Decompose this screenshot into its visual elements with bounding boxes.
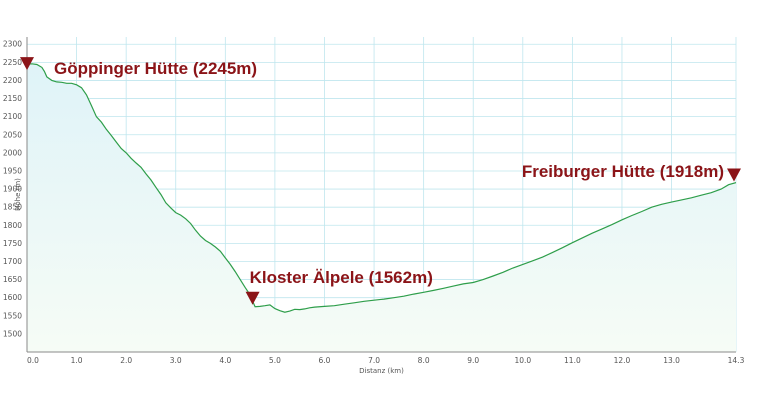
x-tick-label: 8.0 xyxy=(418,356,430,365)
y-tick-label: 1800 xyxy=(3,221,22,230)
y-tick-label: 2150 xyxy=(3,94,22,103)
y-tick-label: 1500 xyxy=(3,329,22,338)
y-tick-label: 2250 xyxy=(3,58,22,67)
x-tick-label: 9.0 xyxy=(467,356,479,365)
y-tick-label: 1950 xyxy=(3,166,22,175)
y-tick-label: 2050 xyxy=(3,130,22,139)
y-tick-label: 1650 xyxy=(3,275,22,284)
y-tick-label: 2200 xyxy=(3,76,22,85)
annotation-marker-icon xyxy=(245,291,260,305)
annotation-marker-icon xyxy=(727,168,741,182)
y-tick-label: 1850 xyxy=(3,203,22,212)
y-tick-label: 2300 xyxy=(3,40,22,49)
tick-labels: 1500 1550 1600 1650 1700 1750 1800 1850 1900 1950… xyxy=(3,40,745,365)
y-tick-label: 1700 xyxy=(3,257,22,266)
x-tick-label: 5.0 xyxy=(269,356,281,365)
y-tick-label: 1750 xyxy=(3,239,22,248)
elevation-line xyxy=(27,63,736,313)
x-tick-label: 7.0 xyxy=(368,356,380,365)
axes xyxy=(26,37,736,353)
x-tick-label: 4.0 xyxy=(219,356,231,365)
y-axis-title: Höhe (m) xyxy=(14,178,22,211)
annotation-label: Freiburger Hütte (1918m) xyxy=(522,162,724,181)
x-tick-label: 2.0 xyxy=(120,356,132,365)
x-tick-label: 0.0 xyxy=(27,356,39,365)
x-tick-label: 13.0 xyxy=(663,356,680,365)
x-tick-label: 10.0 xyxy=(514,356,531,365)
y-tick-label: 1900 xyxy=(3,185,22,194)
x-tick-label: 6.0 xyxy=(319,356,331,365)
y-tick-label: 2000 xyxy=(3,148,22,157)
x-tick-label: 1.0 xyxy=(71,356,83,365)
elevation-area xyxy=(27,63,736,352)
annotations: Göppinger Hütte (2245m) Kloster Älpele (1… xyxy=(20,57,741,305)
x-tick-label: 14.3 xyxy=(728,356,745,365)
annotation-marker-icon xyxy=(20,57,34,71)
x-tick-label: 12.0 xyxy=(614,356,631,365)
x-axis-title: Distanz (km) xyxy=(359,367,404,375)
annotation-label: Göppinger Hütte (2245m) xyxy=(54,59,257,78)
x-tick-label: 11.0 xyxy=(564,356,581,365)
y-tick-label: 1550 xyxy=(3,311,22,320)
y-tick-label: 2100 xyxy=(3,112,22,121)
y-tick-label: 1600 xyxy=(3,293,22,302)
x-tick-label: 3.0 xyxy=(170,356,182,365)
annotation-label: Kloster Älpele (1562m) xyxy=(250,268,433,287)
